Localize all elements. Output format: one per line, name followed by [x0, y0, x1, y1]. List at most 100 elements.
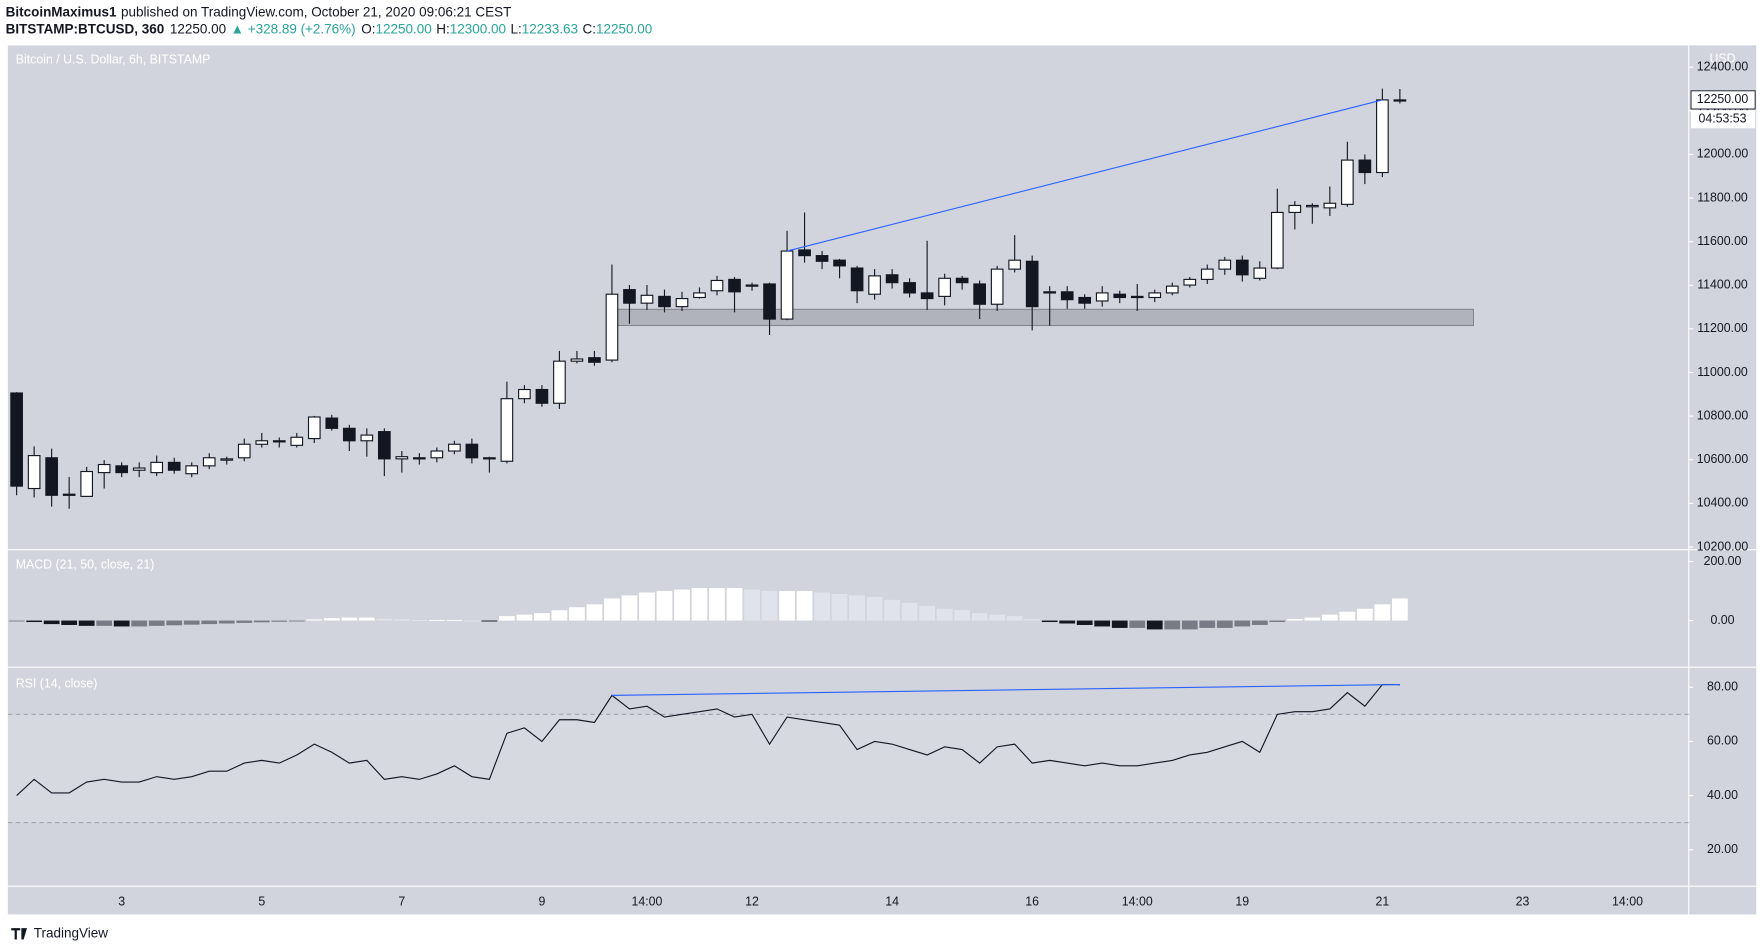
candle-body [570, 358, 584, 362]
histogram-bar [201, 620, 218, 625]
candle-body [395, 456, 409, 460]
candle-body [745, 284, 759, 287]
candle-body [430, 450, 444, 459]
x-tick-label: 21 [1375, 894, 1389, 908]
histogram-bar [849, 595, 865, 621]
symbol-line: BITSTAMP:BTCUSD, 360 12250.00 ▲ +328.89 (+… [6, 21, 653, 36]
candle-body [1095, 292, 1109, 302]
price-change: ▲ +328.89 (+2.76%) [231, 21, 356, 36]
histogram-bar [1251, 620, 1268, 625]
candle-body [728, 278, 741, 293]
published: published on TradingView.com, October 21… [121, 4, 511, 19]
histogram-bar [131, 620, 148, 627]
histogram-bar [43, 620, 60, 625]
candle-body [27, 455, 41, 490]
histogram-bar [1304, 617, 1321, 621]
macd-title: MACD (21, 50, close, 21) [16, 557, 155, 571]
histogram-bar [148, 620, 165, 626]
histogram-bar [183, 620, 200, 625]
histogram-bar [516, 614, 533, 621]
candle-body [45, 457, 58, 496]
histogram-bar [761, 591, 778, 621]
candle-body [1043, 291, 1057, 294]
candle-body [1323, 202, 1337, 209]
candle-body [1218, 259, 1232, 270]
candle-body [307, 416, 321, 440]
histogram-bar [971, 613, 988, 621]
brand-logo [11, 928, 27, 940]
x-tick-label: 9 [538, 894, 545, 908]
histogram-bar [831, 593, 848, 621]
candle-body [1358, 159, 1372, 174]
candle-body [1393, 99, 1407, 102]
candle-body [1008, 259, 1022, 270]
histogram-bar [779, 591, 795, 621]
candle-body [1130, 295, 1144, 299]
unit-label: USD [1709, 51, 1735, 65]
candle-body [518, 388, 531, 400]
y-tick-label: 10200.00 [1697, 539, 1749, 553]
y-tick-label: 11200.00 [1697, 321, 1748, 335]
histogram-bar [656, 591, 673, 621]
candle-body [868, 275, 881, 295]
histogram-bar [1181, 620, 1198, 630]
candle-body [483, 457, 496, 460]
candle-body [955, 277, 969, 284]
brand: TradingView [34, 925, 108, 940]
histogram-bar [744, 589, 760, 621]
histogram-bar [1094, 620, 1111, 627]
pane-plot [8, 588, 1408, 630]
histogram-bar [1392, 598, 1408, 621]
candle-body [1253, 267, 1267, 279]
candle-body [1288, 204, 1302, 214]
trend-line [611, 683, 1400, 696]
histogram-bar [8, 620, 25, 622]
chart-title: Bitcoin / U.S. Dollar, 6h, BITSTAMP [16, 52, 211, 66]
histogram-bar [499, 616, 515, 621]
histogram-bar [1286, 619, 1303, 621]
x-tick-label: 14:00 [1122, 894, 1153, 908]
histogram-bar [463, 620, 480, 622]
candle-body [290, 436, 304, 446]
candle-body [80, 470, 94, 497]
header-line: BitcoinMaximus1 published on TradingView.… [6, 4, 512, 19]
candle-body [1183, 278, 1197, 286]
y-tick-label: 20.00 [1707, 842, 1738, 856]
histogram-bar [113, 620, 130, 627]
x-tick-label: 23 [1516, 894, 1530, 908]
histogram-bar [1024, 619, 1041, 621]
histogram-bar [288, 620, 305, 622]
histogram-bar [323, 618, 340, 621]
candle-body [675, 298, 689, 308]
candle-body [833, 259, 846, 267]
candle-body [115, 465, 129, 474]
x-tick-label: 19 [1235, 894, 1249, 908]
histogram-bar [253, 620, 270, 623]
candle-body [150, 461, 164, 474]
candle-body [62, 493, 76, 496]
x-tick-label: 7 [398, 894, 405, 908]
ohlc-value: 12300.00 [450, 21, 506, 36]
candle-body [377, 431, 391, 460]
ohlc-label: C: [583, 21, 597, 36]
candle-body [710, 279, 724, 292]
histogram-bar [604, 598, 620, 621]
histogram-bar [674, 589, 690, 621]
price-label: 12250.00 [1697, 92, 1749, 106]
x-tick-label: 12 [745, 894, 759, 908]
histogram-bar [709, 588, 725, 621]
candle-body [920, 292, 934, 300]
histogram-bar [236, 620, 253, 623]
price-label-box [1690, 90, 1756, 110]
y-tick-label: 11600.00 [1697, 234, 1748, 248]
histogram-bar [341, 617, 358, 621]
candle-body [903, 282, 916, 294]
histogram-bar [814, 592, 830, 621]
y-tick-label: 11800.00 [1697, 190, 1748, 204]
candle-body [798, 249, 811, 257]
candle-body [1165, 285, 1179, 294]
candle-body [553, 360, 566, 404]
histogram-bar [26, 620, 43, 623]
histogram-bar [1234, 620, 1251, 627]
